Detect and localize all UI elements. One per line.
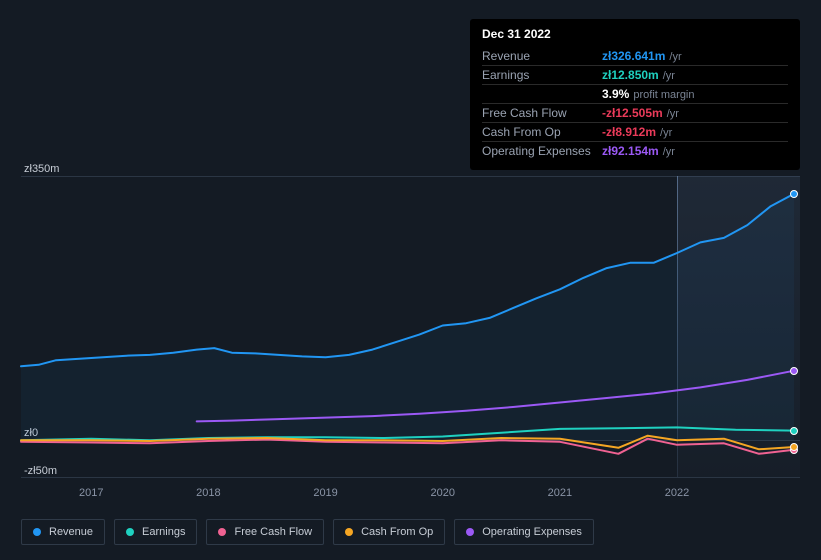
series-end-dot bbox=[790, 443, 798, 451]
tooltip-date: Dec 31 2022 bbox=[482, 27, 788, 41]
series-end-dot bbox=[790, 367, 798, 375]
chart-tooltip: Dec 31 2022 Revenuezł326.641m/yrEarnings… bbox=[470, 19, 800, 170]
tooltip-row: Revenuezł326.641m/yr bbox=[482, 47, 788, 65]
legend-item-opex[interactable]: Operating Expenses bbox=[454, 519, 594, 545]
tooltip-unit: /yr bbox=[663, 146, 675, 158]
legend-label: Free Cash Flow bbox=[234, 526, 312, 538]
legend-swatch bbox=[466, 528, 474, 536]
x-axis-label: 2017 bbox=[79, 487, 103, 499]
legend-item-cfo[interactable]: Cash From Op bbox=[333, 519, 445, 545]
tooltip-unit: /yr bbox=[669, 51, 681, 63]
legend-label: Operating Expenses bbox=[482, 526, 582, 538]
tooltip-row: Earningszł12.850m/yr bbox=[482, 65, 788, 84]
legend-label: Earnings bbox=[142, 526, 185, 538]
tooltip-label: Earnings bbox=[482, 68, 602, 82]
tooltip-value: zł12.850m bbox=[602, 68, 659, 82]
series-end-dot bbox=[790, 427, 798, 435]
tooltip-value: zł326.641m bbox=[602, 49, 665, 63]
tooltip-value: zł92.154m bbox=[602, 144, 659, 158]
tooltip-value: -zł8.912m bbox=[602, 125, 656, 139]
tooltip-label: Cash From Op bbox=[482, 125, 602, 139]
legend-swatch bbox=[126, 528, 134, 536]
tooltip-row: Operating Expenseszł92.154m/yr bbox=[482, 141, 788, 160]
tooltip-value: -zł12.505m bbox=[602, 106, 663, 120]
tooltip-unit: /yr bbox=[667, 108, 679, 120]
tooltip-label: Operating Expenses bbox=[482, 144, 602, 158]
legend-swatch bbox=[218, 528, 226, 536]
legend-label: Revenue bbox=[49, 526, 93, 538]
tooltip-unit: /yr bbox=[660, 127, 672, 139]
chart-series bbox=[21, 176, 800, 478]
chart-legend: Revenue Earnings Free Cash Flow Cash From O… bbox=[21, 519, 594, 545]
series-end-dot bbox=[790, 190, 798, 198]
legend-label: Cash From Op bbox=[361, 526, 433, 538]
legend-swatch bbox=[345, 528, 353, 536]
legend-item-earnings[interactable]: Earnings bbox=[114, 519, 197, 545]
tooltip-label: Revenue bbox=[482, 49, 602, 63]
chart-x-axis: 2017 2018 2019 2020 2021 2022 bbox=[21, 487, 800, 503]
chart-plot[interactable] bbox=[21, 176, 800, 478]
y-axis-label: zł350m bbox=[24, 163, 59, 175]
tooltip-row: Free Cash Flow-zł12.505m/yr bbox=[482, 103, 788, 122]
tooltip-label: Free Cash Flow bbox=[482, 106, 602, 120]
tooltip-subline: 3.9%profit margin bbox=[482, 84, 788, 103]
legend-item-revenue[interactable]: Revenue bbox=[21, 519, 105, 545]
legend-item-fcf[interactable]: Free Cash Flow bbox=[206, 519, 324, 545]
x-axis-label: 2022 bbox=[665, 487, 689, 499]
x-axis-label: 2021 bbox=[548, 487, 572, 499]
tooltip-row: Cash From Op-zł8.912m/yr bbox=[482, 122, 788, 141]
x-axis-label: 2019 bbox=[313, 487, 337, 499]
x-axis-label: 2018 bbox=[196, 487, 220, 499]
legend-swatch bbox=[33, 528, 41, 536]
tooltip-unit: /yr bbox=[663, 70, 675, 82]
x-axis-label: 2020 bbox=[430, 487, 454, 499]
